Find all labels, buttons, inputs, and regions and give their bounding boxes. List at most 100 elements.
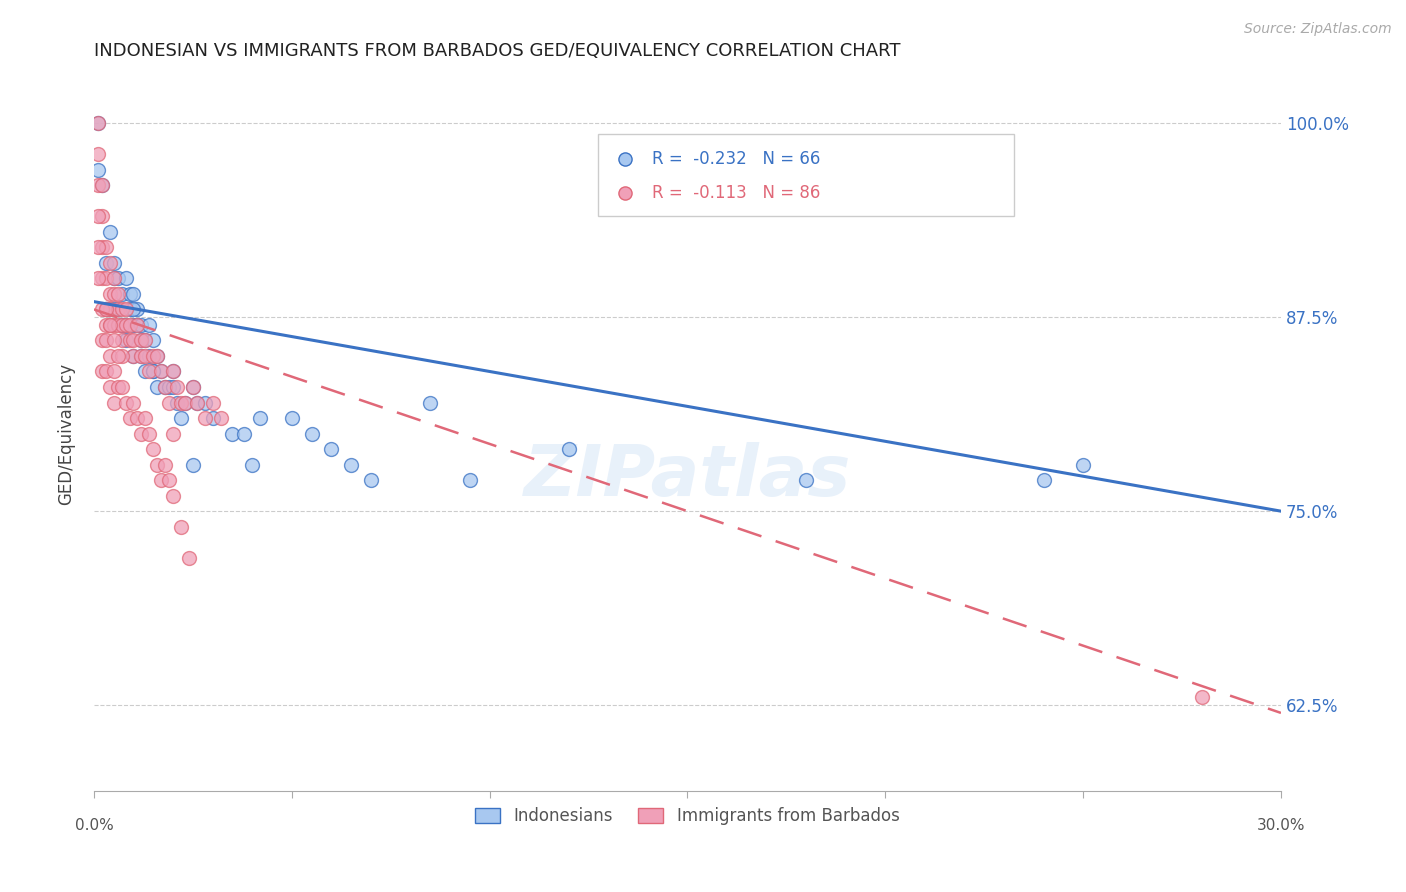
Point: [103, 318, 125, 332]
Text: 0.0%: 0.0%: [75, 819, 114, 833]
Text: R =  -0.232   N = 66: R = -0.232 N = 66: [652, 150, 820, 168]
Point: [111, 380, 134, 394]
Point: [98, 302, 121, 317]
Point: [201, 395, 224, 409]
Point: [162, 364, 184, 378]
Point: [118, 411, 141, 425]
Point: [94, 302, 117, 317]
Point: [111, 334, 134, 348]
Point: [181, 458, 204, 472]
Point: [166, 380, 188, 394]
Point: [157, 380, 180, 394]
Point: [94, 256, 117, 270]
Point: [360, 473, 382, 487]
Point: [186, 395, 208, 409]
Point: [111, 318, 134, 332]
Point: [301, 426, 323, 441]
Y-axis label: GED/Equivalency: GED/Equivalency: [58, 362, 75, 505]
Point: [90, 178, 112, 193]
Point: [87, 116, 110, 130]
Point: [150, 364, 173, 378]
Point: [1032, 473, 1054, 487]
Point: [94, 364, 117, 378]
Point: [90, 302, 112, 317]
Point: [118, 286, 141, 301]
Point: [122, 318, 145, 332]
Point: [122, 349, 145, 363]
Point: [94, 302, 117, 317]
Point: [114, 302, 136, 317]
Point: [1191, 690, 1213, 705]
Point: [131, 349, 153, 363]
Point: [90, 178, 112, 193]
Point: [146, 349, 169, 363]
Point: [209, 411, 232, 425]
Point: [142, 334, 165, 348]
Point: [153, 380, 176, 394]
Point: [98, 302, 121, 317]
Point: [162, 426, 184, 441]
Point: [794, 473, 817, 487]
Point: [103, 395, 125, 409]
Point: [98, 225, 121, 239]
Point: [103, 364, 125, 378]
Point: [87, 271, 110, 285]
Point: [177, 550, 200, 565]
FancyBboxPatch shape: [599, 134, 1014, 216]
Point: [131, 334, 153, 348]
Point: [170, 519, 193, 533]
Point: [142, 364, 165, 378]
Point: [98, 380, 121, 394]
Point: [134, 349, 156, 363]
Point: [249, 411, 271, 425]
Point: [114, 271, 136, 285]
Point: [94, 240, 117, 254]
Point: [186, 395, 208, 409]
Point: [107, 302, 129, 317]
Point: [122, 395, 145, 409]
Point: [111, 349, 134, 363]
Point: [118, 318, 141, 332]
Point: [162, 364, 184, 378]
Point: [111, 318, 134, 332]
Point: [181, 380, 204, 394]
Text: INDONESIAN VS IMMIGRANTS FROM BARBADOS GED/EQUIVALENCY CORRELATION CHART: INDONESIAN VS IMMIGRANTS FROM BARBADOS G…: [94, 42, 900, 60]
Point: [138, 364, 160, 378]
Point: [90, 364, 112, 378]
Point: [157, 473, 180, 487]
Point: [107, 302, 129, 317]
Point: [166, 395, 188, 409]
Point: [87, 209, 110, 223]
Point: [98, 286, 121, 301]
Point: [114, 318, 136, 332]
Point: [240, 458, 263, 472]
Point: [142, 349, 165, 363]
Point: [146, 349, 169, 363]
Point: [107, 380, 129, 394]
Text: Source: ZipAtlas.com: Source: ZipAtlas.com: [1244, 22, 1392, 37]
Point: [122, 302, 145, 317]
Point: [107, 349, 129, 363]
Point: [114, 395, 136, 409]
Point: [122, 334, 145, 348]
Point: [134, 411, 156, 425]
Point: [114, 318, 136, 332]
Point: [118, 302, 141, 317]
Point: [134, 334, 156, 348]
Point: [107, 318, 129, 332]
Point: [340, 458, 363, 472]
Point: [281, 411, 304, 425]
Point: [111, 318, 134, 332]
Point: [127, 318, 149, 332]
Point: [150, 473, 173, 487]
Point: [87, 178, 110, 193]
Point: [131, 426, 153, 441]
Point: [98, 318, 121, 332]
Point: [122, 349, 145, 363]
Text: 30.0%: 30.0%: [1257, 819, 1305, 833]
Point: [201, 411, 224, 425]
Point: [98, 318, 121, 332]
Point: [131, 318, 153, 332]
Point: [111, 302, 134, 317]
Point: [127, 318, 149, 332]
